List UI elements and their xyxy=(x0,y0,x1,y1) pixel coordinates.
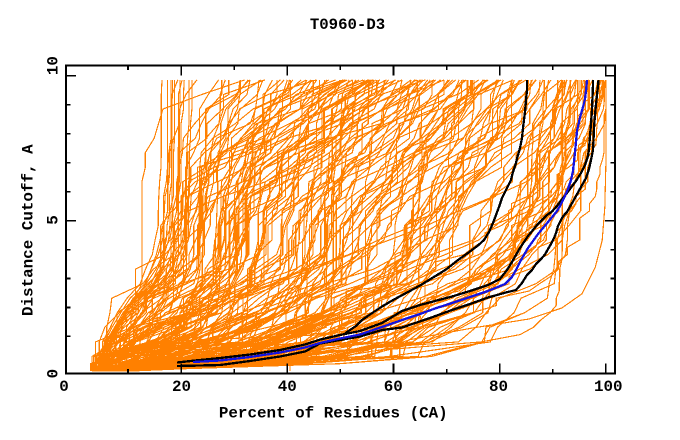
svg-text:0: 0 xyxy=(59,378,69,396)
svg-text:0: 0 xyxy=(44,369,62,379)
svg-text:80: 80 xyxy=(489,378,508,396)
svg-text:10: 10 xyxy=(44,56,62,75)
svg-text:40: 40 xyxy=(278,378,297,396)
svg-text:Percent of Residues (CA): Percent of Residues (CA) xyxy=(219,404,448,422)
svg-text:20: 20 xyxy=(172,378,191,396)
svg-text:Distance Cutoff, A: Distance Cutoff, A xyxy=(20,144,38,316)
svg-text:100: 100 xyxy=(594,378,623,396)
svg-text:T0960-D3: T0960-D3 xyxy=(310,16,385,34)
svg-text:5: 5 xyxy=(44,215,62,225)
svg-text:60: 60 xyxy=(384,378,403,396)
